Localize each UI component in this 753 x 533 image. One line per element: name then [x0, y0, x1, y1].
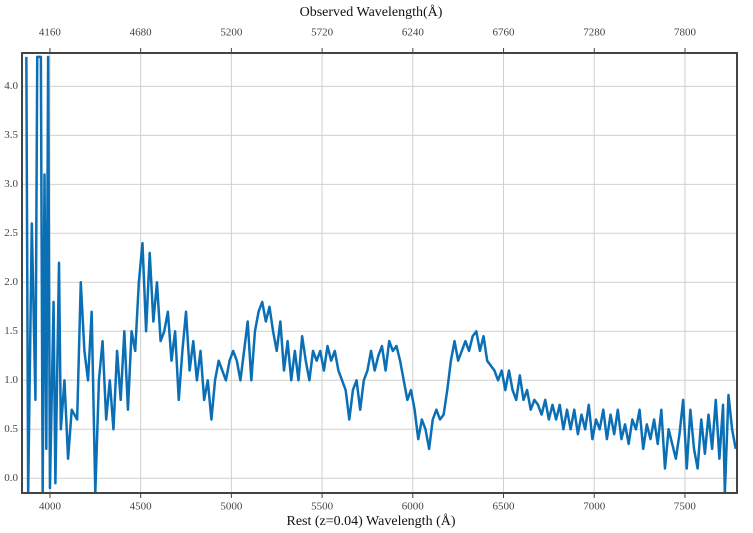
x-tick-label: 5500	[311, 501, 334, 513]
spectrum-line	[25, 55, 737, 493]
x2-tick-label: 6240	[402, 27, 425, 39]
x-axis-label: Rest (z=0.04) Wavelength (Å)	[286, 513, 455, 529]
y-tick-label: 4.0	[4, 80, 18, 92]
y-tick-label: 0.5	[4, 423, 18, 435]
x-tick-label: 4000	[39, 501, 62, 513]
x2-tick-label: 4160	[39, 27, 62, 39]
x-tick-label: 7000	[583, 501, 606, 513]
x2-tick-label: 4680	[130, 27, 153, 39]
plot-frame	[21, 52, 738, 494]
x-tick-label: 7500	[674, 501, 697, 513]
y-tick-label: 3.0	[4, 178, 18, 190]
x2-tick-label: 6760	[493, 27, 516, 39]
x-tick-label: 4500	[130, 501, 153, 513]
x2-tick-label: 5200	[220, 27, 243, 39]
y-tick-label: 2.5	[4, 227, 18, 239]
y-tick-label: 2.0	[4, 276, 18, 288]
x2-tick-label: 7280	[583, 27, 606, 39]
chart-title: Observed Wavelength(Å)	[300, 4, 443, 20]
x-tick-label: 6000	[402, 501, 425, 513]
y-tick-label: 3.5	[4, 129, 18, 141]
x-tick-label: 5000	[220, 501, 243, 513]
x2-tick-label: 5720	[311, 27, 334, 39]
y-tick-label: 0.0	[4, 472, 18, 484]
y-tick-label: 1.0	[4, 374, 18, 386]
x-tick-label: 6500	[493, 501, 516, 513]
y-tick-label: 1.5	[4, 325, 18, 337]
x2-tick-label: 7800	[674, 27, 697, 39]
